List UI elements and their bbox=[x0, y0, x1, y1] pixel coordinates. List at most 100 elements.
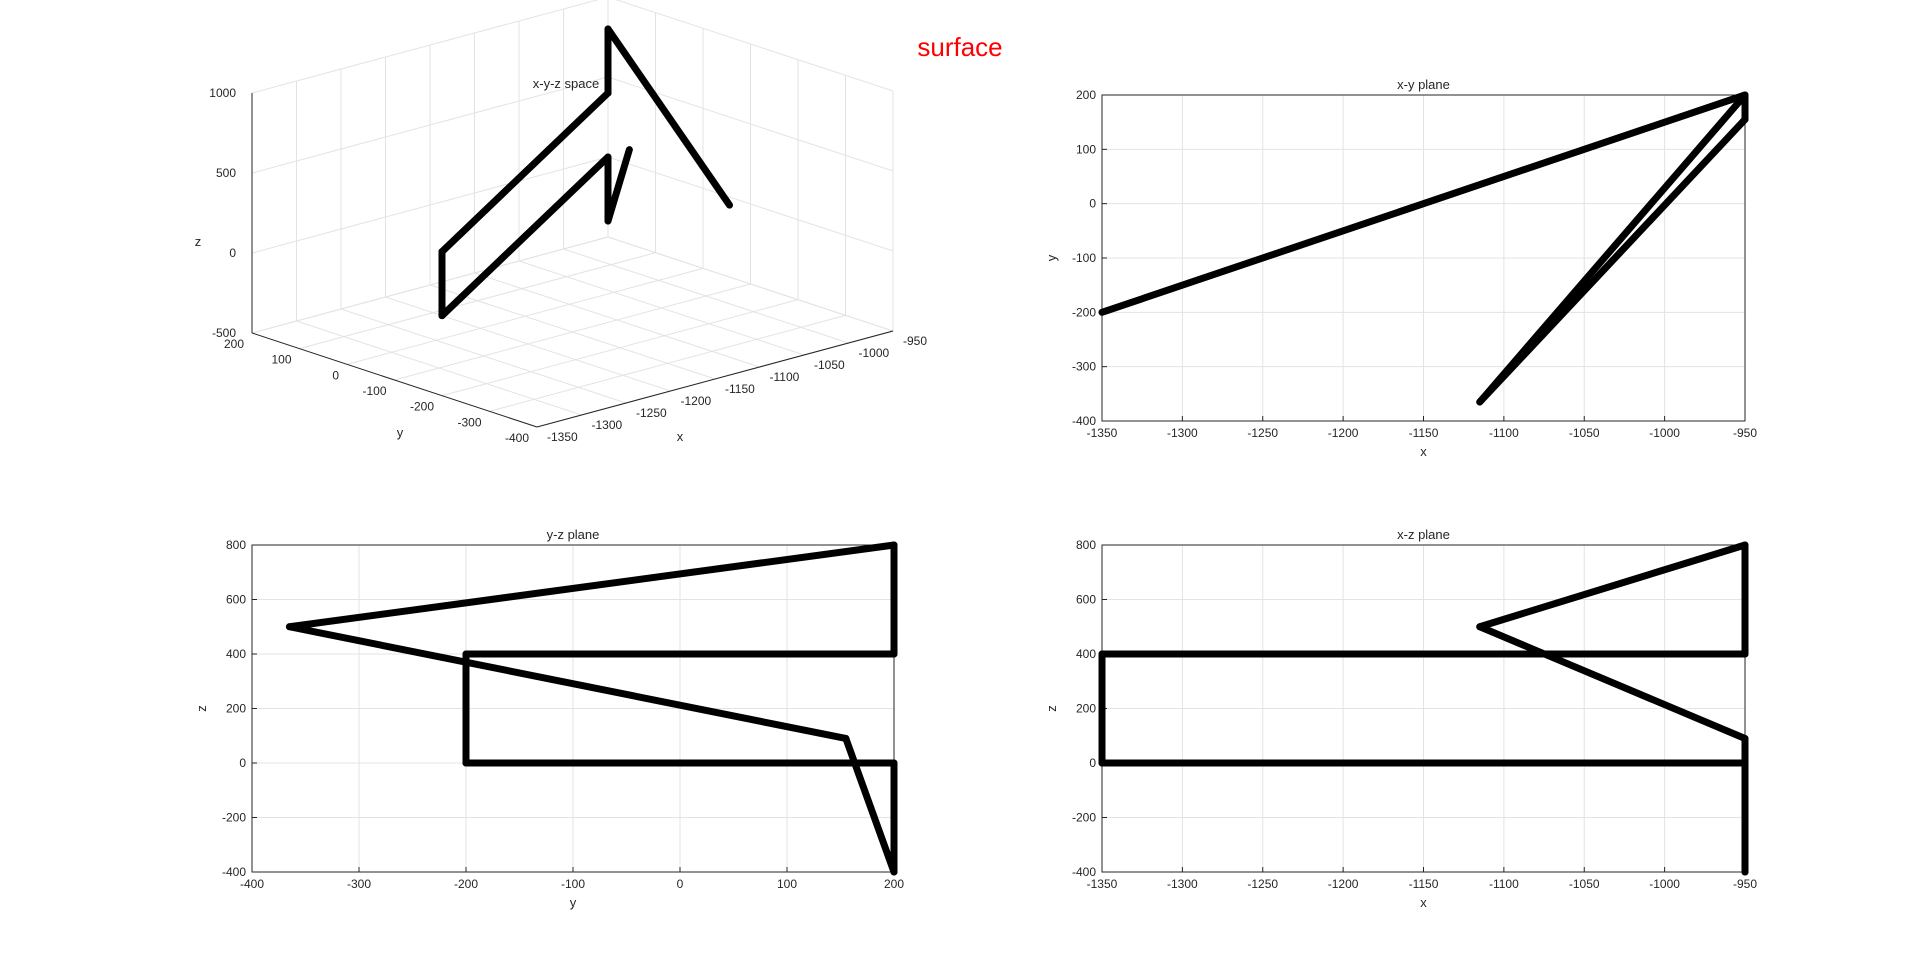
axes-yz-gridlines bbox=[251, 544, 895, 873]
axes-xz-y-tick-labels: -400 -200 0 200 400 600 800 bbox=[1072, 538, 1096, 879]
series-segment-3d bbox=[438, 153, 612, 320]
x-tick-label: -1200 bbox=[681, 394, 712, 408]
axes-yz-ylabel: z bbox=[194, 705, 209, 712]
y-tick-label: 0 bbox=[332, 368, 339, 382]
x-tick-label: -1200 bbox=[1328, 877, 1359, 891]
x-tick-label: -950 bbox=[1733, 877, 1757, 891]
series-segment bbox=[842, 734, 898, 876]
x-tick-label: -100 bbox=[561, 877, 585, 891]
axes-yz-x-tick-labels: -400 -300 -200 -100 0 100 200 bbox=[240, 877, 904, 891]
x-tick-label: -400 bbox=[240, 877, 264, 891]
axes-xz-gridlines bbox=[1101, 544, 1746, 873]
gridline-3d bbox=[607, 156, 894, 252]
y-tick-label: -400 bbox=[1072, 865, 1096, 879]
y-tick-label: -400 bbox=[1072, 414, 1096, 428]
y-tick-label: -400 bbox=[222, 865, 246, 879]
y-tick-label: -300 bbox=[1072, 360, 1096, 374]
x-tick-label: -300 bbox=[347, 877, 371, 891]
x-tick-label: 200 bbox=[884, 877, 904, 891]
y-tick-label: -100 bbox=[1072, 251, 1096, 265]
series-segment bbox=[1476, 623, 1749, 742]
y-tick-label: 100 bbox=[1076, 142, 1096, 156]
gridline-3d bbox=[394, 283, 751, 381]
axes-xz-title: x-z plane bbox=[1397, 527, 1450, 542]
axes-xy-x-tick-labels: -1350 -1300 -1250 -1200 -1150 -1100 -1050 -1000… bbox=[1087, 426, 1758, 440]
x-tick-label: -200 bbox=[454, 877, 478, 891]
axes-xyz-ylabel: y bbox=[397, 425, 404, 440]
x-tick-label: -1300 bbox=[1167, 877, 1198, 891]
y-tick-label: 0 bbox=[239, 756, 246, 770]
gridline-3d bbox=[489, 314, 846, 412]
x-tick-label: -1100 bbox=[1489, 877, 1519, 891]
axes-yz-title: y-z plane bbox=[547, 527, 600, 542]
gridline-3d bbox=[251, 76, 609, 174]
z-tick-label: 500 bbox=[216, 166, 236, 180]
x-tick-label: -1050 bbox=[1569, 426, 1600, 440]
axis-line-3d bbox=[536, 330, 894, 428]
y-tick-label: 200 bbox=[224, 337, 244, 351]
axes-xy-box bbox=[1101, 94, 1746, 422]
y-tick-label: 800 bbox=[1076, 538, 1096, 552]
x-tick-label: -1050 bbox=[814, 358, 845, 372]
series-segment-3d bbox=[438, 89, 612, 256]
axes-yz-plane[interactable]: -400 -300 -200 -100 0 100 200 -400 -200 0 200 400 6… bbox=[194, 527, 904, 910]
x-tick-label: 100 bbox=[777, 877, 797, 891]
y-tick-label: 200 bbox=[1076, 88, 1096, 102]
y-tick-label: 0 bbox=[1089, 197, 1096, 211]
series-segment-3d bbox=[604, 25, 734, 209]
axes-frame bbox=[251, 544, 895, 873]
x-tick-label: -1100 bbox=[1489, 426, 1519, 440]
axes-xyz-zlabel: z bbox=[195, 234, 202, 249]
y-tick-label: 200 bbox=[226, 702, 246, 716]
x-tick-label: -1100 bbox=[770, 370, 800, 384]
gridline-3d bbox=[251, 0, 599, 94]
gridline-3d bbox=[251, 156, 609, 254]
x-tick-label: -1050 bbox=[1569, 877, 1600, 891]
axes-xy-plane[interactable]: -1350 -1300 -1250 -1200 -1150 -1100 -1050 -1000… bbox=[1044, 77, 1757, 459]
y-tick-label: -400 bbox=[505, 431, 529, 445]
y-tick-label: -200 bbox=[1072, 811, 1096, 825]
axes-xy-y-tick-labels: -400 -300 -200 -100 0 100 200 bbox=[1072, 88, 1096, 428]
y-tick-label: -300 bbox=[457, 415, 481, 429]
x-tick-label: -1350 bbox=[1087, 877, 1118, 891]
series-segment-3d bbox=[604, 146, 633, 225]
x-tick-label: -950 bbox=[903, 334, 927, 348]
axes-xz-ylabel: z bbox=[1044, 705, 1059, 712]
axes-xz-x-tick-labels: -1350 -1300 -1250 -1200 -1150 -1100 -1050 -1000… bbox=[1087, 877, 1758, 891]
axes-xyz-gridlines bbox=[251, 0, 894, 428]
z-tick-label: 0 bbox=[229, 246, 236, 260]
axes-xz-plane[interactable]: -1350 -1300 -1250 -1200 -1150 -1100 -1050 -1000… bbox=[1044, 527, 1757, 910]
axes-xy-gridlines bbox=[1101, 94, 1746, 422]
x-tick-label: -1250 bbox=[636, 406, 667, 420]
series-segment bbox=[285, 623, 850, 742]
axes-yz-y-tick-labels: -400 -200 0 200 400 600 800 bbox=[222, 538, 246, 879]
axes-yz-data bbox=[285, 541, 898, 876]
gridline-3d bbox=[346, 267, 704, 365]
x-tick-label: -950 bbox=[1733, 426, 1757, 440]
series-segment bbox=[1476, 91, 1749, 406]
axes-xyz-xlabel: x bbox=[677, 429, 684, 444]
x-tick-label: -1000 bbox=[859, 346, 890, 360]
x-tick-label: -1150 bbox=[725, 382, 755, 396]
y-tick-label: 200 bbox=[1076, 702, 1096, 716]
y-tick-label: -200 bbox=[1072, 305, 1096, 319]
axes-xy-ylabel: y bbox=[1044, 254, 1059, 261]
x-tick-label: -1200 bbox=[1328, 426, 1359, 440]
axes-xyz-space[interactable]: -1350-1300-1250-1200-1150-1100-1050-1000… bbox=[195, 0, 928, 445]
gridline-3d bbox=[615, 0, 894, 92]
x-tick-label: -1000 bbox=[1649, 426, 1680, 440]
axes-xz-data bbox=[1098, 541, 1749, 876]
axes-xyz-tick-labels: -1350-1300-1250-1200-1150-1100-1050-1000… bbox=[209, 86, 927, 445]
x-tick-label: 0 bbox=[677, 877, 684, 891]
series-segment bbox=[1476, 541, 1749, 631]
x-tick-label: -1150 bbox=[1409, 426, 1439, 440]
axes-xyz-data bbox=[438, 25, 734, 320]
gridline-3d bbox=[607, 236, 894, 332]
axes-yz-xlabel: y bbox=[570, 895, 577, 910]
x-tick-label: -1250 bbox=[1247, 877, 1278, 891]
x-tick-label: -1350 bbox=[1087, 426, 1118, 440]
x-tick-label: -1150 bbox=[1409, 877, 1439, 891]
y-tick-label: -200 bbox=[410, 400, 434, 414]
axes-xy-title: x-y plane bbox=[1397, 77, 1450, 92]
